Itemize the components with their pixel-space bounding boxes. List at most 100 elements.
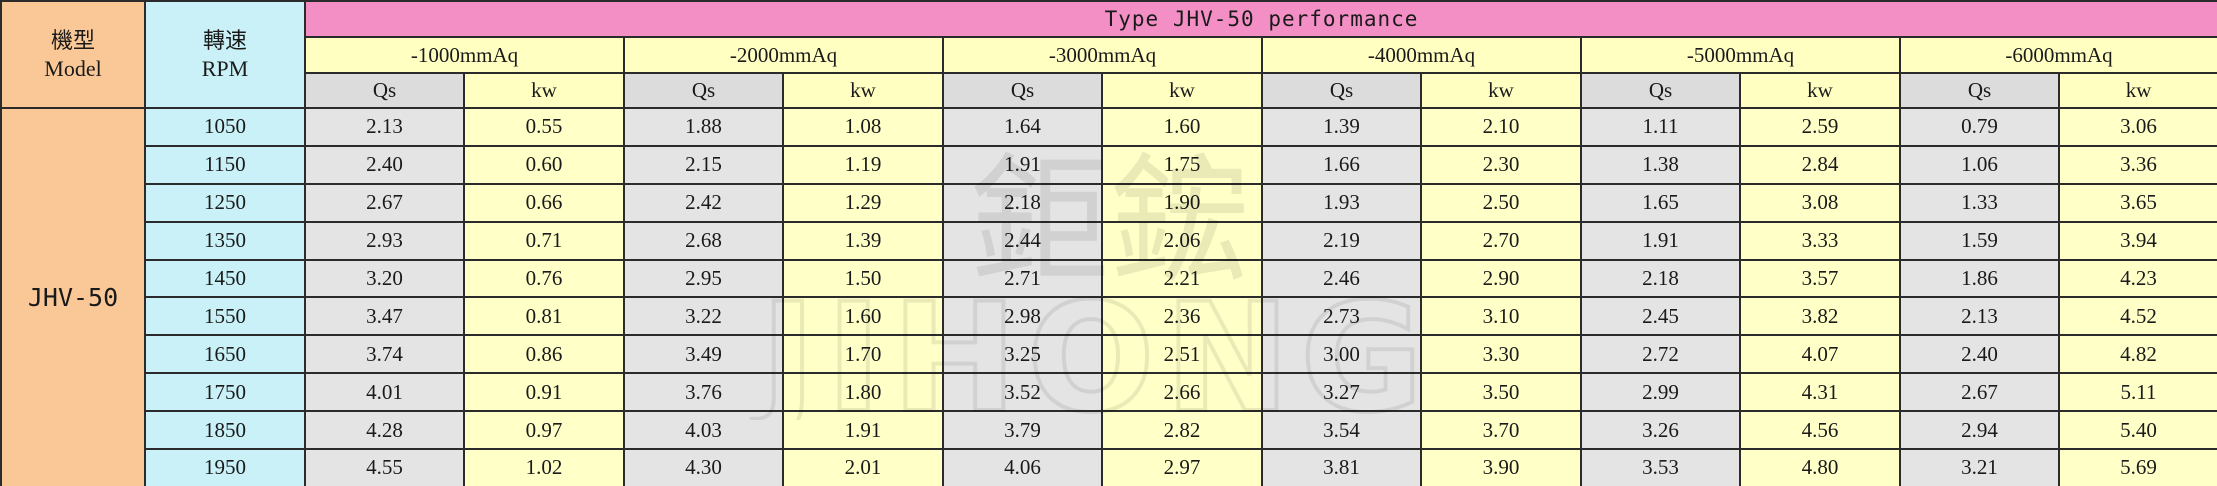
- kw-value-cell: 2.90: [1420, 258, 1582, 299]
- qs-value-cell: 3.54: [1261, 410, 1422, 451]
- qs-value-cell: 3.25: [942, 334, 1103, 375]
- kw-value-cell: 3.65: [2057, 182, 2217, 223]
- kw-value-cell: 0.60: [463, 144, 625, 185]
- kw-value-cell: 0.91: [463, 372, 625, 413]
- qs-subheader: Qs: [1261, 72, 1422, 109]
- kw-value-cell: 5.40: [2057, 410, 2217, 451]
- kw-value-cell: 0.86: [463, 334, 625, 375]
- kw-value-cell: 1.50: [782, 258, 944, 299]
- kw-value-cell: 1.29: [782, 182, 944, 223]
- qs-value-cell: 1.66: [1261, 144, 1422, 185]
- kw-value-cell: 3.30: [1420, 334, 1582, 375]
- kw-value-cell: 2.84: [1739, 144, 1901, 185]
- table-row: 1950 4.55 1.02 4.30 2.01 4.06 2.97 3.81 3.90 3.53…: [1, 448, 2217, 486]
- qs-value-cell: 2.46: [1261, 258, 1422, 299]
- kw-value-cell: 3.10: [1420, 296, 1582, 337]
- kw-value-cell: 2.97: [1101, 448, 1263, 486]
- kw-value-cell: 1.02: [463, 448, 625, 486]
- kw-subheader: kw: [2057, 72, 2217, 109]
- model-header-en: Model: [44, 55, 102, 81]
- kw-value-cell: 0.66: [463, 182, 625, 223]
- kw-value-cell: 2.66: [1101, 372, 1263, 413]
- qs-value-cell: 1.33: [1899, 182, 2060, 223]
- qs-value-cell: 3.20: [304, 258, 465, 299]
- rpm-cell: 1750: [144, 372, 306, 413]
- table-row: 1650 3.74 0.86 3.49 1.70 3.25 2.51 3.00 3.30 2.72…: [1, 334, 2217, 375]
- kw-value-cell: 0.76: [463, 258, 625, 299]
- qs-value-cell: 1.64: [942, 107, 1103, 147]
- kw-value-cell: 4.80: [1739, 448, 1901, 486]
- pressure-header: -1000mmAq: [304, 36, 625, 74]
- qs-value-cell: 2.42: [623, 182, 784, 223]
- kw-value-cell: 2.70: [1420, 220, 1582, 261]
- table-row: 1850 4.28 0.97 4.03 1.91 3.79 2.82 3.54 3.70 3.26…: [1, 410, 2217, 451]
- kw-value-cell: 3.06: [2057, 107, 2217, 147]
- qs-value-cell: 1.65: [1580, 182, 1741, 223]
- kw-value-cell: 3.57: [1739, 258, 1901, 299]
- kw-value-cell: 2.50: [1420, 182, 1582, 223]
- qs-value-cell: 2.40: [1899, 334, 2060, 375]
- rpm-cell: 1850: [144, 410, 306, 451]
- rpm-cell: 1450: [144, 258, 306, 299]
- table-row: 1350 2.93 0.71 2.68 1.39 2.44 2.06 2.19 2.70 1.91…: [1, 220, 2217, 261]
- qs-value-cell: 3.49: [623, 334, 784, 375]
- qs-value-cell: 4.01: [304, 372, 465, 413]
- kw-value-cell: 4.82: [2057, 334, 2217, 375]
- qs-value-cell: 2.99: [1580, 372, 1741, 413]
- kw-value-cell: 1.80: [782, 372, 944, 413]
- qs-value-cell: 2.93: [304, 220, 465, 261]
- kw-value-cell: 0.71: [463, 220, 625, 261]
- qs-value-cell: 2.18: [1580, 258, 1741, 299]
- qs-value-cell: 2.44: [942, 220, 1103, 261]
- rpm-cell: 1950: [144, 448, 306, 486]
- kw-subheader: kw: [1101, 72, 1263, 109]
- qs-value-cell: 2.71: [942, 258, 1103, 299]
- kw-value-cell: 1.90: [1101, 182, 1263, 223]
- table-row: 1250 2.67 0.66 2.42 1.29 2.18 1.90 1.93 2.50 1.65…: [1, 182, 2217, 223]
- table-row: 1550 3.47 0.81 3.22 1.60 2.98 2.36 2.73 3.10 2.45…: [1, 296, 2217, 337]
- kw-value-cell: 1.19: [782, 144, 944, 185]
- qs-value-cell: 3.47: [304, 296, 465, 337]
- qs-value-cell: 3.21: [1899, 448, 2060, 486]
- qs-value-cell: 2.95: [623, 258, 784, 299]
- qs-value-cell: 2.72: [1580, 334, 1741, 375]
- qs-value-cell: 1.39: [1261, 107, 1422, 147]
- kw-value-cell: 3.50: [1420, 372, 1582, 413]
- qs-value-cell: 1.86: [1899, 258, 2060, 299]
- qs-value-cell: 1.93: [1261, 182, 1422, 223]
- kw-value-cell: 2.82: [1101, 410, 1263, 451]
- kw-value-cell: 5.11: [2057, 372, 2217, 413]
- qs-value-cell: 2.67: [1899, 372, 2060, 413]
- qs-value-cell: 4.06: [942, 448, 1103, 486]
- kw-value-cell: 0.55: [463, 107, 625, 147]
- kw-value-cell: 1.91: [782, 410, 944, 451]
- table-title: Type JHV-50 performance: [303, 0, 2217, 38]
- table-row: 1150 2.40 0.60 2.15 1.19 1.91 1.75 1.66 2.30 1.38…: [1, 144, 2217, 185]
- qs-value-cell: 3.00: [1261, 334, 1422, 375]
- qs-value-cell: 2.67: [304, 182, 465, 223]
- qs-value-cell: 1.88: [623, 107, 784, 147]
- rpm-cell: 1350: [144, 220, 306, 261]
- qs-value-cell: 1.59: [1899, 220, 2060, 261]
- kw-value-cell: 5.69: [2057, 448, 2217, 486]
- rpm-cell: 1050: [144, 107, 306, 147]
- rpm-cell: 1250: [144, 182, 306, 223]
- pressure-header: -5000mmAq: [1580, 36, 1901, 74]
- qs-subheader: Qs: [1580, 72, 1741, 109]
- rpm-cell: 1150: [144, 144, 306, 185]
- kw-value-cell: 1.70: [782, 334, 944, 375]
- qs-value-cell: 4.28: [304, 410, 465, 451]
- qs-value-cell: 2.40: [304, 144, 465, 185]
- kw-subheader: kw: [1420, 72, 1582, 109]
- kw-value-cell: 0.81: [463, 296, 625, 337]
- qs-value-cell: 2.68: [623, 220, 784, 261]
- qs-value-cell: 3.22: [623, 296, 784, 337]
- kw-value-cell: 2.36: [1101, 296, 1263, 337]
- pressure-header: -3000mmAq: [942, 36, 1263, 74]
- qs-subheader: Qs: [304, 72, 465, 109]
- qs-value-cell: 1.11: [1580, 107, 1741, 147]
- kw-value-cell: 3.82: [1739, 296, 1901, 337]
- qs-value-cell: 2.73: [1261, 296, 1422, 337]
- kw-value-cell: 3.70: [1420, 410, 1582, 451]
